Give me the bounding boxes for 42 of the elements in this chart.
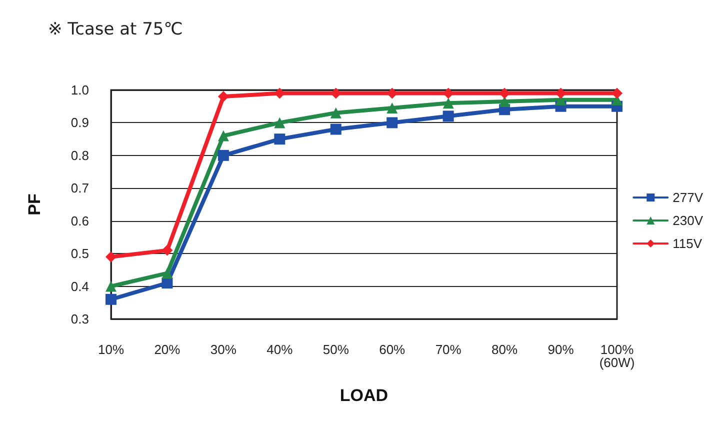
point [218, 91, 229, 102]
x-tick-label: 40% [266, 342, 294, 357]
y-tick-label: 0.6 [70, 213, 89, 228]
point [442, 110, 454, 122]
y-tick-label: 0.9 [70, 115, 89, 130]
point [274, 134, 286, 145]
x-tick-label: 30% [210, 342, 237, 357]
legend-label: 230V [672, 213, 704, 228]
point [442, 98, 454, 109]
point [612, 88, 622, 99]
chart-title: ※ Tcase at 75℃ [48, 20, 183, 40]
point [162, 278, 173, 289]
y-tick-label: 1.0 [70, 82, 89, 98]
point [330, 107, 342, 118]
point [218, 130, 229, 142]
x-tick-label: 80% [492, 342, 518, 357]
point [218, 150, 229, 161]
legend-label: 277V [672, 190, 704, 205]
x-tick-label: 100% (60W) [599, 342, 635, 370]
point [386, 102, 398, 114]
y-tick-label: 0.4 [70, 278, 89, 294]
x-tick-label: 70% [435, 342, 462, 357]
y-tick-label: 0.3 [70, 312, 89, 326]
x-tick-label: 20% [154, 342, 181, 357]
x-tick-label: 90% [548, 342, 574, 357]
point [106, 280, 116, 292]
x-tick-label: 10% [98, 342, 124, 357]
point [386, 117, 398, 128]
x-axis-title: LOAD [340, 386, 388, 405]
legend-label: 115V [672, 236, 702, 251]
y-tick-label: 0.5 [70, 246, 89, 262]
point [106, 294, 116, 305]
y-tick-label: 0.7 [70, 180, 89, 196]
x-tick-label: 60% [379, 342, 406, 357]
point [106, 251, 116, 262]
point [330, 124, 342, 135]
point [162, 268, 173, 279]
point [162, 244, 173, 256]
x-tick-label: 50% [322, 342, 350, 357]
y-tick-label: 0.8 [70, 148, 89, 163]
point [274, 117, 286, 128]
y-axis-title: PF [25, 194, 44, 216]
